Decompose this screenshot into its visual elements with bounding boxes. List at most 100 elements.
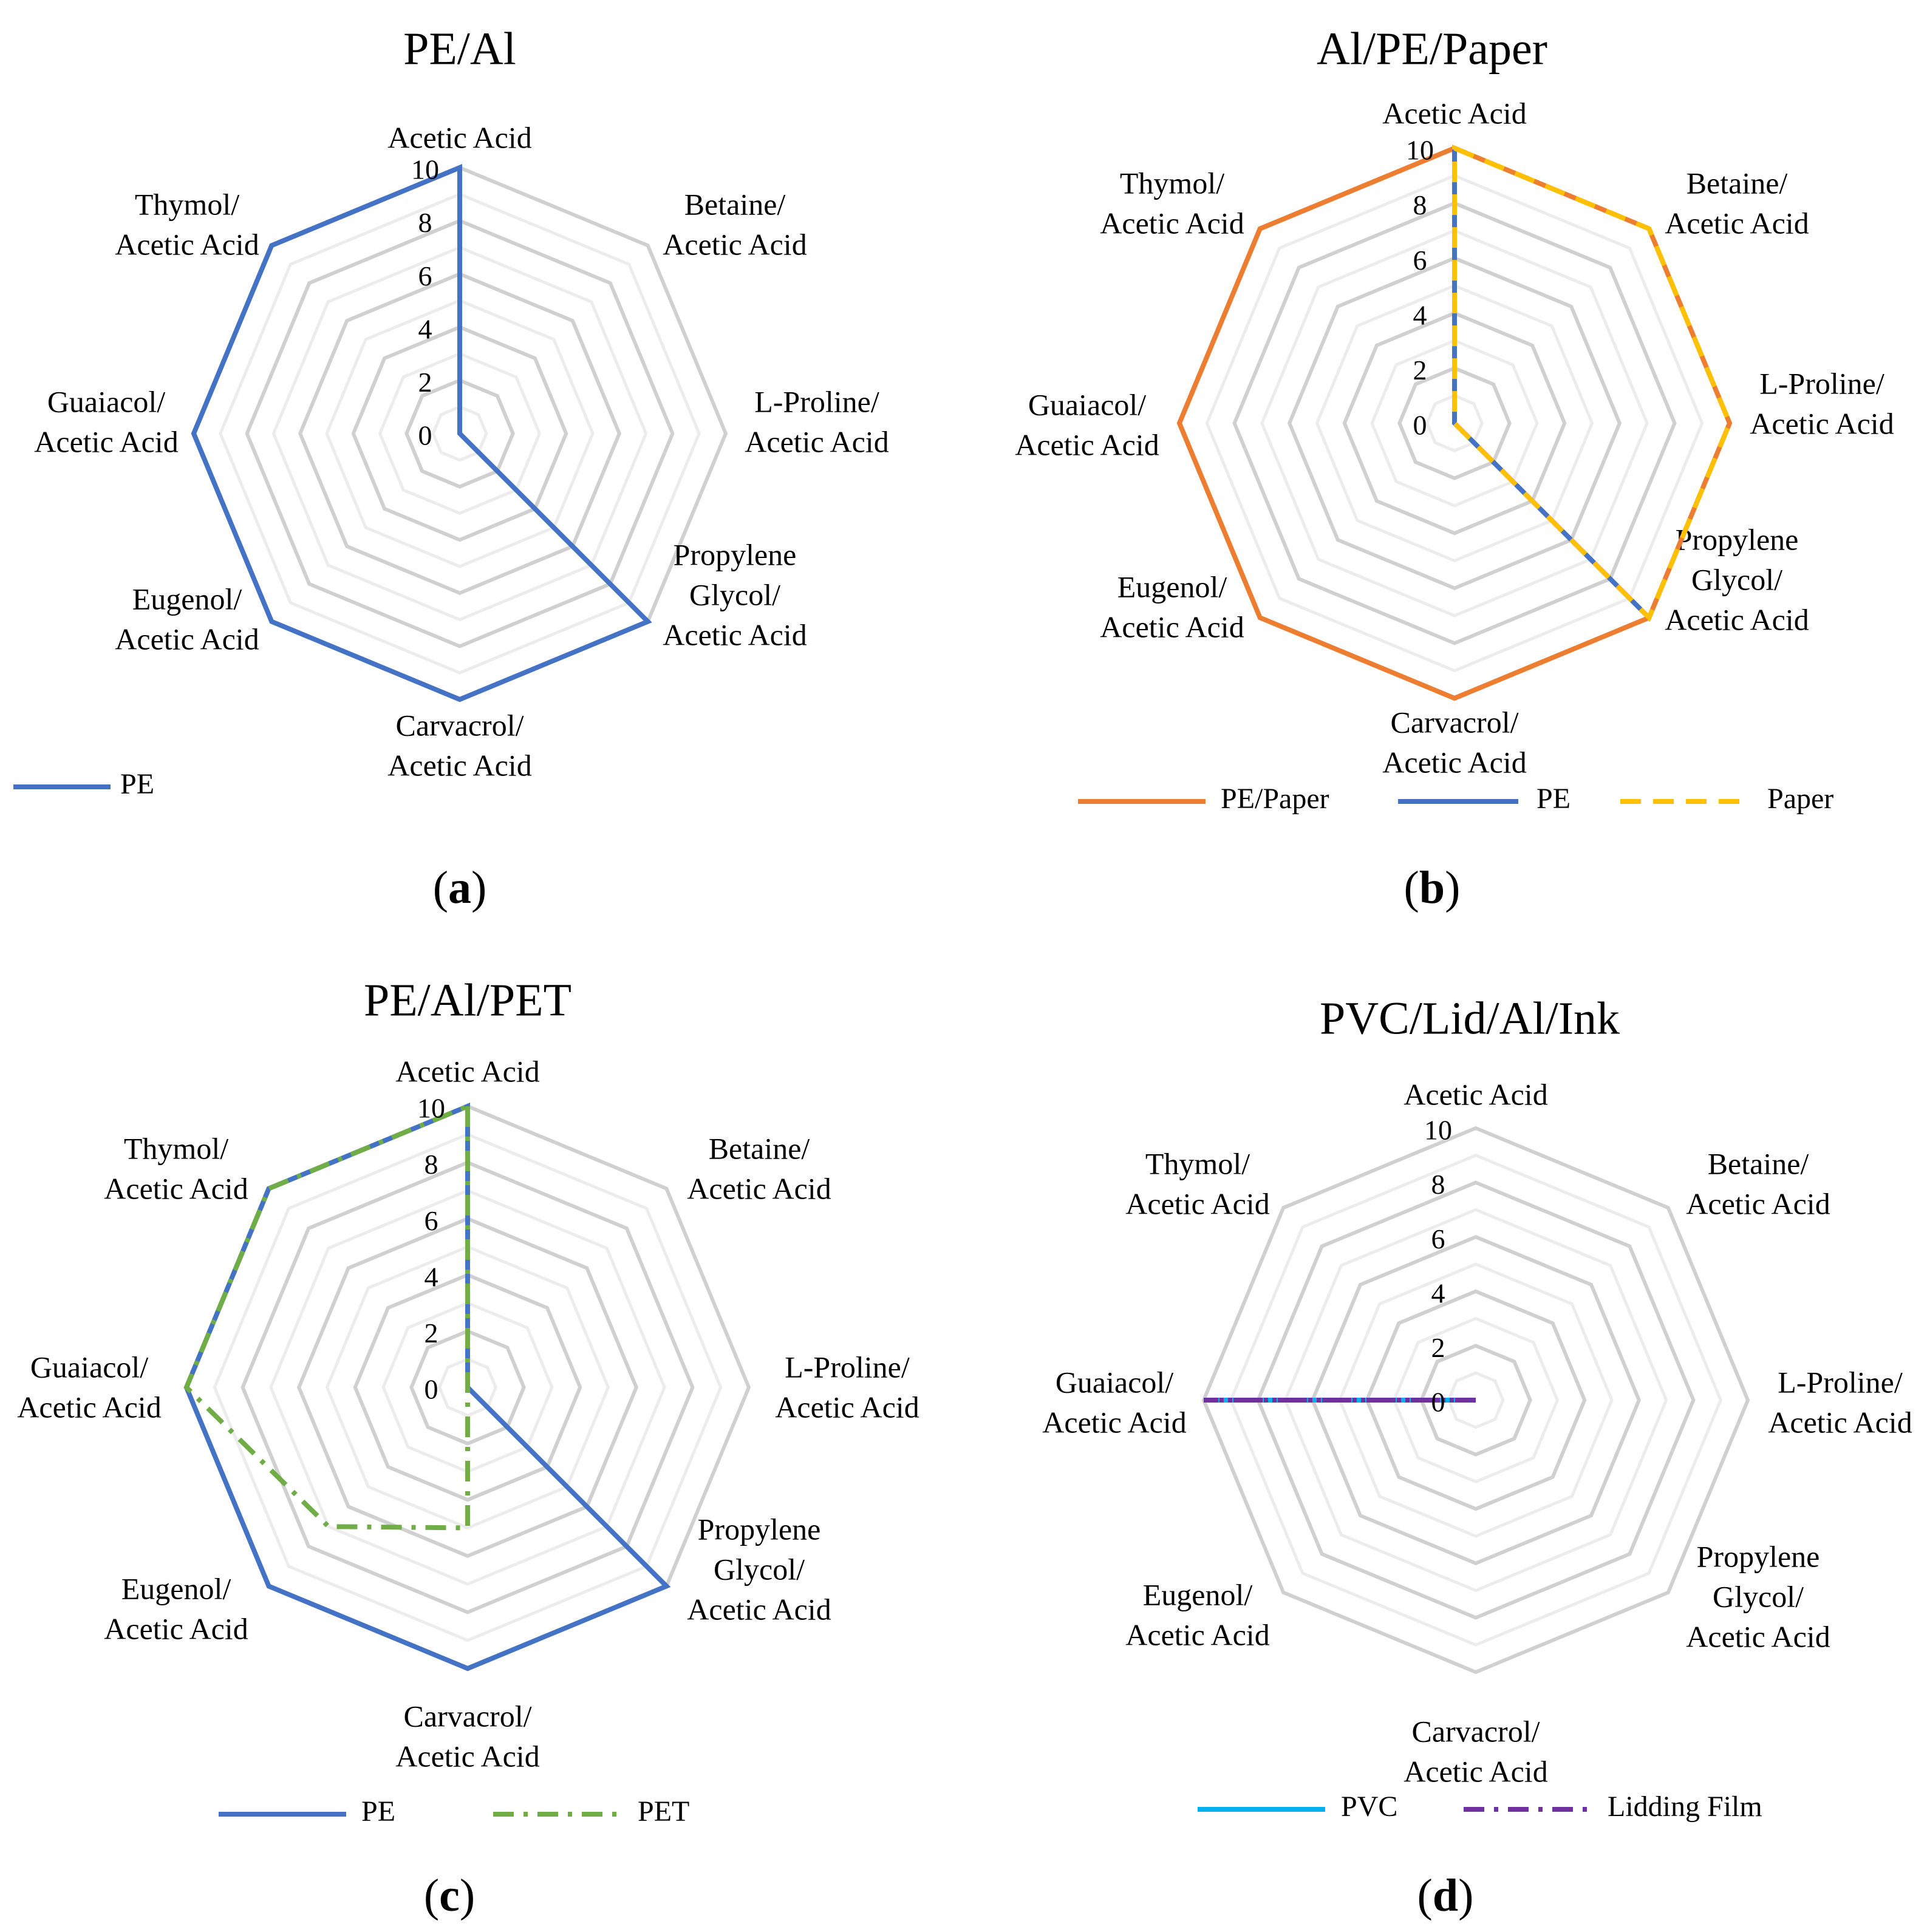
- axis-label: Acetic Acid: [387, 748, 531, 782]
- grid-ring: [1232, 201, 1677, 645]
- grid-ring-minor: [1338, 1262, 1614, 1538]
- tick-label: 2: [418, 367, 432, 398]
- tick-label: 8: [1431, 1169, 1445, 1200]
- axis-label: Acetic Acid: [663, 227, 807, 261]
- radar-panel-4: PVC/Lid/Al/Ink Acetic Acid Betaine/Acetic …: [1042, 993, 1912, 1921]
- tick-label: 4: [1431, 1277, 1445, 1308]
- axis-label: L-Proline/: [1759, 366, 1884, 400]
- tick-label: 2: [1413, 355, 1427, 386]
- grid-ring: [240, 1160, 695, 1614]
- tick-label: 4: [425, 1261, 438, 1292]
- grid-ring-minor: [1315, 284, 1594, 563]
- axis-label: Guaiacol/: [1028, 387, 1146, 421]
- axis-label: Acetic Acid: [104, 1171, 248, 1205]
- axis-label: Guaiacol/: [1056, 1365, 1173, 1399]
- legend-label: PVC: [1341, 1791, 1397, 1823]
- axis-label: L-Proline/: [754, 384, 879, 418]
- axis-label: Propylene: [698, 1512, 821, 1546]
- series-line-pe: [191, 164, 652, 702]
- axis-label: Acetic Acid: [1100, 610, 1244, 644]
- tick-label: 6: [418, 260, 432, 291]
- axis-label: Acetic Acid: [1750, 406, 1894, 440]
- grid-ring: [296, 1216, 639, 1559]
- radar-panel-3: PE/Al/PET Acetic Acid Betaine/Acetic Acid L…: [17, 975, 919, 1921]
- panel-label: (d): [1417, 1870, 1474, 1921]
- axis-label: Glycol/: [1691, 562, 1782, 596]
- axis-label: Carvacrol/: [403, 1699, 531, 1733]
- grid-ring: [404, 378, 515, 489]
- grid-ring: [353, 1273, 582, 1502]
- chart-title: Al/PE/Paper: [1317, 23, 1547, 74]
- tick-label: 8: [425, 1149, 438, 1180]
- tick-label: 10: [1424, 1115, 1452, 1146]
- grid-ring: [1201, 1126, 1750, 1675]
- axis-label: Acetic Acid: [775, 1390, 919, 1424]
- axis-label: Acetic Acid: [1382, 96, 1526, 130]
- grid-ring-minor: [1370, 339, 1539, 508]
- tick-label: 0: [1431, 1387, 1445, 1418]
- grid-ring: [351, 325, 568, 542]
- tick-label: 10: [411, 154, 439, 185]
- axis-label: Acetic Acid: [1768, 1405, 1912, 1439]
- axis-label: Acetic Acid: [395, 1739, 539, 1773]
- axis-label: Guaiacol/: [47, 384, 165, 418]
- tick-label: 6: [425, 1205, 438, 1236]
- series-line-pet: [183, 1103, 470, 1531]
- axis-label: Guaiacol/: [30, 1350, 148, 1384]
- panel-label: (c): [424, 1870, 475, 1921]
- legend-label: PE: [361, 1795, 395, 1828]
- tick-label: 4: [1413, 299, 1427, 330]
- tick-label: 2: [1431, 1332, 1445, 1363]
- axis-label: Glycol/: [714, 1552, 805, 1586]
- axis-label: Propylene: [674, 537, 797, 571]
- grid-ring-minor: [325, 1245, 610, 1530]
- grid-ring: [409, 1329, 526, 1446]
- grid-ring: [1397, 366, 1512, 480]
- axis-label: Thymol/: [1145, 1146, 1250, 1180]
- tick-label: 0: [425, 1374, 438, 1405]
- legend-label: PE/Paper: [1221, 783, 1329, 815]
- axis-label: Thymol/: [124, 1131, 228, 1165]
- axis-label: Propylene: [1676, 522, 1799, 556]
- axis-label: Acetic Acid: [1015, 427, 1159, 461]
- axis-label: Acetic Acid: [745, 424, 888, 458]
- grid-ring-minor: [213, 1132, 723, 1642]
- grid-ring-minor: [1425, 393, 1484, 453]
- axis-label: Acetic Acid: [115, 622, 259, 656]
- axis-label: Acetic Acid: [687, 1592, 831, 1626]
- grid-ring-minor: [325, 299, 595, 568]
- panel-label: (b): [1404, 862, 1461, 913]
- grid-ring: [1419, 1344, 1532, 1457]
- grid-ring-minor: [1205, 174, 1704, 673]
- grid-ring: [1310, 1234, 1642, 1566]
- grid-ring-minor: [1392, 1316, 1560, 1484]
- axis-label: Acetic Acid: [395, 1054, 539, 1088]
- axis-label: Acetic Acid: [1665, 206, 1809, 240]
- axis-label: Acetic Acid: [17, 1390, 161, 1424]
- radar-panel-1: PE/Al Acetic Acid Betaine/Acetic Acid L-Pro…: [13, 23, 889, 913]
- legend-label: PET: [638, 1795, 689, 1828]
- legend-label: PE: [1536, 783, 1571, 815]
- tick-label: 6: [1413, 245, 1427, 276]
- axis-label: Propylene: [1697, 1539, 1820, 1573]
- axis-label: Acetic Acid: [1042, 1405, 1186, 1439]
- tick-label: 0: [1413, 410, 1427, 441]
- axis-label: L-Proline/: [1778, 1365, 1903, 1399]
- axis-label: Thymol/: [1120, 166, 1224, 200]
- grid-ring-minor: [269, 1189, 666, 1586]
- axis-label: Glycol/: [1713, 1579, 1804, 1613]
- axis-label: Acetic Acid: [1403, 1754, 1547, 1788]
- axis-label: Carvacrol/: [395, 708, 524, 742]
- axis-label: Acetic Acid: [1125, 1617, 1269, 1651]
- grid-ring: [1342, 311, 1567, 536]
- axis-label: Betaine/: [1708, 1146, 1809, 1180]
- axis-label: Betaine/: [709, 1131, 810, 1165]
- axis-label: Acetic Acid: [1686, 1619, 1830, 1653]
- grid-ring-minor: [437, 1357, 498, 1418]
- tick-label: 0: [418, 420, 432, 451]
- axis-label: Acetic Acid: [1100, 206, 1244, 240]
- legend-label: Lidding Film: [1608, 1791, 1762, 1823]
- grid-ring-minor: [271, 245, 648, 622]
- axis-label: Acetic Acid: [115, 227, 259, 261]
